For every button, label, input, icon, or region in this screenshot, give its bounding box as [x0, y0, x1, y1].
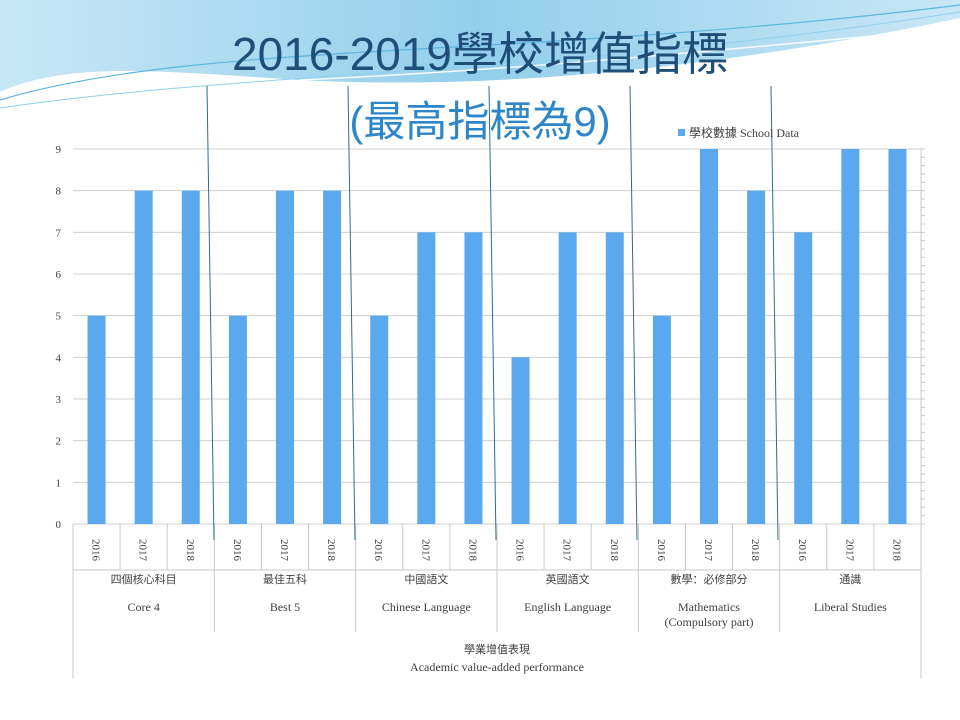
x-year-label: 2018: [749, 539, 761, 562]
x-year-label: 2016: [90, 539, 102, 562]
x-year-label: 2016: [796, 539, 808, 562]
annotation-slash-line: [347, 85, 356, 541]
group-label-en: Core 4: [128, 600, 160, 614]
x-year-label: 2016: [231, 539, 243, 562]
group-label-zh: 數學：必修部分: [671, 572, 748, 586]
chart-gridlines: [73, 148, 921, 525]
group-label-zh: 最佳五科: [263, 572, 307, 586]
outer-axis-label-en: Academic value-added performance: [410, 660, 584, 674]
group-label-en-line2: (Compulsory part): [665, 615, 754, 629]
x-year-label: 2017: [843, 539, 855, 562]
top-wave-line-1: [0, 4, 960, 101]
bar: [605, 232, 624, 525]
chart-legend: 學校數據 School Data: [678, 124, 799, 141]
legend-label: 學校數據 School Data: [689, 126, 799, 140]
y-tick-label: 8: [56, 186, 62, 198]
bar: [417, 232, 436, 525]
bar: [228, 315, 247, 524]
group-label-en: Chinese Language: [382, 600, 471, 614]
bar: [558, 232, 577, 525]
bar: [370, 315, 389, 524]
bar: [87, 315, 106, 524]
y-tick-label: 1: [56, 477, 62, 489]
bar: [464, 232, 483, 525]
x-year-label: 2017: [278, 539, 290, 562]
group-label-en: Liberal Studies: [814, 600, 887, 614]
chart-frame: [72, 148, 925, 678]
y-tick-label: 2: [56, 436, 62, 448]
bar: [652, 315, 671, 524]
x-year-label: 2016: [655, 539, 667, 562]
bar: [323, 190, 342, 524]
group-label-en: Best 5: [270, 600, 300, 614]
bar: [700, 149, 718, 524]
legend-swatch: [678, 129, 685, 136]
x-year-label: 2017: [419, 539, 431, 562]
y-tick-label: 3: [56, 394, 62, 406]
x-year-label: 2017: [137, 539, 149, 562]
group-label-zh: 四個核心科目: [111, 572, 177, 586]
bar: [134, 190, 153, 524]
group-label-zh: 通識: [839, 573, 861, 586]
x-year-label: 2016: [372, 539, 384, 562]
x-year-label: 2017: [702, 539, 714, 562]
y-tick-label: 7: [56, 227, 62, 239]
x-year-label: 2018: [890, 539, 902, 562]
y-tick-label: 0: [56, 519, 62, 531]
chart-axis-labels: 0 1 2 3 4 5 6 7 8 9 2016 2017 2018 2016 2017 2018 2016 20…: [56, 144, 903, 674]
y-tick-label: 6: [56, 269, 62, 281]
y-tick-label: 4: [56, 352, 62, 364]
top-wave-line-2: [0, 11, 960, 109]
outer-axis-label-zh: 學業增值表現: [464, 642, 530, 656]
top-wave-line-3: [299, 27, 960, 81]
group-label-en: English Language: [524, 600, 611, 614]
y-tick-label: 9: [56, 144, 62, 156]
chart-bars: [87, 149, 907, 525]
annotation-slash-line: [488, 85, 497, 541]
x-year-label: 2018: [325, 539, 337, 562]
x-year-label: 2017: [561, 539, 573, 562]
x-year-label: 2018: [184, 539, 196, 562]
annotation-slash-line: [770, 85, 779, 541]
group-label-zh: 英國語文: [546, 572, 590, 586]
bar: [888, 149, 907, 524]
bar: [181, 190, 200, 524]
slide-annotation-lines: [206, 85, 779, 541]
bar: [841, 149, 860, 524]
slide-subtitle: (最高指標為9): [349, 98, 611, 145]
x-year-label: 2018: [466, 539, 478, 562]
bar: [794, 232, 813, 525]
bar: [511, 357, 530, 524]
group-label-zh: 中國語文: [404, 572, 448, 586]
x-year-label: 2016: [514, 539, 526, 562]
bar: [276, 190, 294, 524]
group-label-en: Mathematics: [678, 600, 740, 614]
bar: [747, 190, 766, 524]
annotation-slash-line: [629, 85, 638, 541]
x-year-label: 2018: [608, 539, 620, 562]
y-tick-label: 5: [56, 311, 62, 323]
annotation-slash-line: [206, 85, 215, 541]
slide-title: 2016-2019學校增值指標: [232, 28, 728, 80]
